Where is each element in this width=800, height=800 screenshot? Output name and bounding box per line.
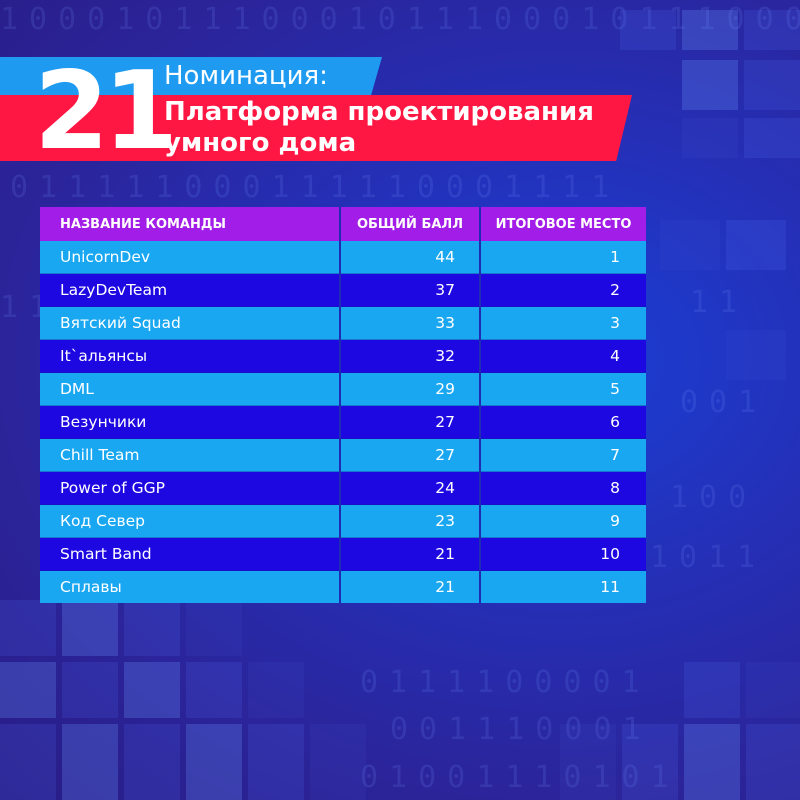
- binary-pattern: 1000101110001011100010111000: [0, 2, 800, 37]
- decor-tile: [62, 600, 118, 656]
- team-place: 4: [480, 339, 646, 373]
- binary-pattern: 100: [670, 480, 758, 515]
- binary-pattern: 01001110101: [360, 760, 680, 795]
- team-place: 3: [480, 306, 646, 340]
- team-name: Power of GGP: [40, 471, 341, 505]
- binary-pattern: 11: [690, 285, 749, 320]
- team-score: 21: [340, 570, 481, 603]
- team-place: 9: [480, 504, 646, 538]
- team-place: 5: [480, 372, 646, 406]
- decor-tile: [620, 10, 676, 50]
- decor-tile: [0, 724, 56, 800]
- binary-pattern: 011111000111110001111: [10, 170, 621, 205]
- decor-tile: [744, 10, 800, 50]
- decor-tile: [248, 662, 304, 718]
- decor-tile: [746, 724, 800, 800]
- nomination-title: Платформа проектирования умного дома: [164, 97, 624, 159]
- header-score: ОБЩИЙ БАЛЛ: [340, 207, 481, 241]
- team-name: Код Север: [40, 504, 341, 538]
- banner-red-stripe: [0, 95, 632, 161]
- team-place: 8: [480, 471, 646, 505]
- decor-tile: [0, 662, 56, 718]
- team-name: It`альянсы: [40, 339, 341, 373]
- decor-tile: [746, 662, 800, 718]
- results-table: НАЗВАНИЕ КОМАНДЫ ОБЩИЙ БАЛЛ ИТОГОВОЕ МЕС…: [40, 207, 646, 603]
- table-row: Smart Band 21 10: [40, 537, 646, 571]
- binary-pattern: 11: [0, 290, 59, 325]
- team-name: Chill Team: [40, 438, 341, 472]
- team-name: Сплавы: [40, 570, 341, 603]
- banner-blue-stripe: [0, 57, 382, 97]
- decor-tile: [726, 220, 786, 270]
- decor-tile: [310, 724, 366, 800]
- team-name: Везунчики: [40, 405, 341, 439]
- decor-tile: [622, 724, 678, 800]
- decor-tile: [124, 600, 180, 656]
- decor-tile: [660, 220, 720, 270]
- decor-tile: [62, 724, 118, 800]
- decor-tile: [684, 724, 740, 800]
- decor-tile: [248, 724, 304, 800]
- table-row: Код Север 23 9: [40, 504, 646, 538]
- team-score: 44: [340, 241, 481, 274]
- team-score: 37: [340, 273, 481, 307]
- team-place: 7: [480, 438, 646, 472]
- binary-pattern: 001: [680, 385, 768, 420]
- decor-tile: [186, 724, 242, 800]
- decor-tile: [124, 724, 180, 800]
- team-place: 11: [480, 570, 646, 603]
- table-row: LazyDevTeam 37 2: [40, 273, 646, 307]
- team-score: 33: [340, 306, 481, 340]
- header-team: НАЗВАНИЕ КОМАНДЫ: [40, 207, 341, 241]
- decor-tile: [744, 60, 800, 110]
- team-score: 24: [340, 471, 481, 505]
- team-name: DML: [40, 372, 341, 406]
- nomination-title-line: Платформа проектирования: [164, 97, 594, 127]
- team-place: 10: [480, 537, 646, 571]
- decor-tile: [682, 118, 738, 158]
- decor-tile: [560, 724, 616, 800]
- decor-tile: [682, 60, 738, 110]
- team-name: Вятский Squad: [40, 306, 341, 340]
- team-name: Smart Band: [40, 537, 341, 571]
- table-row: It`альянсы 32 4: [40, 339, 646, 373]
- table-row: Chill Team 27 7: [40, 438, 646, 472]
- team-score: 27: [340, 405, 481, 439]
- decor-tile: [124, 662, 180, 718]
- decor-tile: [744, 118, 800, 158]
- binary-pattern: 001110001: [390, 712, 652, 747]
- decor-tile: [62, 662, 118, 718]
- team-score: 27: [340, 438, 481, 472]
- table-row: Вятский Squad 33 3: [40, 306, 646, 340]
- decor-tile: [0, 600, 56, 656]
- team-score: 21: [340, 537, 481, 571]
- team-name: UnicornDev: [40, 241, 341, 274]
- table-row: Везунчики 27 6: [40, 405, 646, 439]
- nomination-label: Номинация:: [164, 61, 328, 91]
- table-row: UnicornDev 44 1: [40, 241, 646, 274]
- team-name: LazyDevTeam: [40, 273, 341, 307]
- nomination-number: 21: [34, 49, 178, 174]
- header-place: ИТОГОВОЕ МЕСТО: [480, 207, 646, 241]
- decor-tile: [684, 662, 740, 718]
- decor-tile: [682, 10, 738, 50]
- team-place: 2: [480, 273, 646, 307]
- decor-tile: [186, 662, 242, 718]
- team-score: 29: [340, 372, 481, 406]
- team-place: 6: [480, 405, 646, 439]
- table-row: DML 29 5: [40, 372, 646, 406]
- table-row: Сплавы 21 11: [40, 570, 646, 603]
- team-score: 23: [340, 504, 481, 538]
- team-score: 32: [340, 339, 481, 373]
- team-place: 1: [480, 241, 646, 274]
- binary-pattern: 1011: [650, 540, 767, 575]
- nomination-title-line: умного дома: [164, 128, 357, 158]
- binary-pattern: 0111100001: [360, 665, 651, 700]
- decor-tile: [726, 330, 786, 380]
- table-row: Power of GGP 24 8: [40, 471, 646, 505]
- decor-tile: [186, 600, 242, 656]
- table-header-row: НАЗВАНИЕ КОМАНДЫ ОБЩИЙ БАЛЛ ИТОГОВОЕ МЕС…: [40, 207, 646, 241]
